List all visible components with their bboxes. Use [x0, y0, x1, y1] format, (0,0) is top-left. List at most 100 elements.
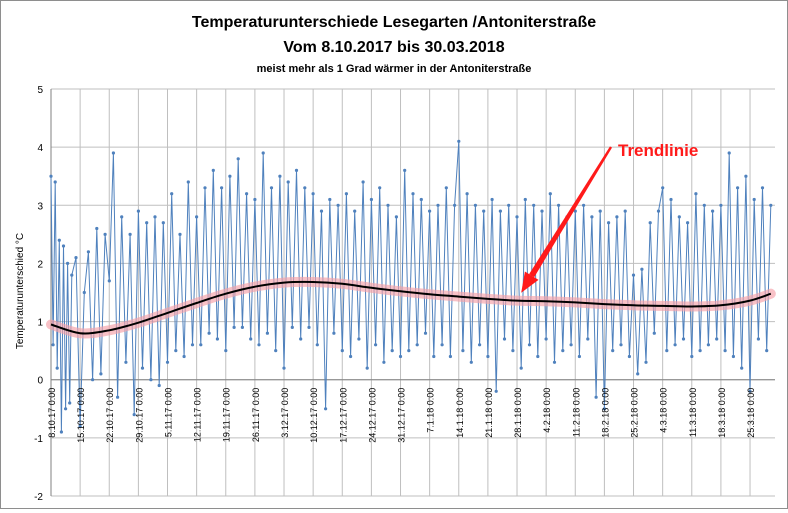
data-point: [482, 209, 486, 213]
x-tick-label: 25.2.18 0:00: [630, 388, 640, 438]
y-tick-label: 2: [37, 259, 43, 270]
data-point: [340, 349, 344, 353]
data-point: [623, 209, 627, 213]
data-point: [161, 221, 165, 225]
data-point: [428, 209, 432, 213]
data-point: [752, 197, 756, 202]
data-point: [53, 180, 57, 184]
data-point: [423, 331, 428, 335]
data-point: [307, 325, 311, 329]
data-point: [165, 360, 170, 364]
data-point: [548, 192, 552, 196]
data-point: [511, 349, 515, 353]
trendline: [50, 280, 772, 335]
data-point: [91, 378, 95, 382]
trend-layer: [46, 276, 776, 339]
data-point: [224, 349, 228, 353]
data-point: [74, 256, 78, 260]
y-tick-label: -2: [34, 492, 43, 503]
data-point: [332, 331, 336, 335]
data-point: [357, 337, 361, 341]
data-point: [57, 238, 61, 242]
data-point: [403, 168, 407, 172]
data-point: [49, 174, 53, 178]
data-point: [107, 279, 111, 283]
data-point: [598, 209, 602, 213]
data-point: [82, 290, 86, 295]
y-ticks: 5 4 3 2 1 0 -1 -2: [34, 85, 43, 503]
data-point: [68, 401, 72, 405]
data-point: [502, 337, 507, 341]
x-tick-label: 5.11.17 0:00: [164, 388, 174, 437]
data-point: [536, 354, 540, 359]
data-point: [349, 354, 353, 359]
x-tick-label: 11.3.18 0:00: [688, 388, 698, 437]
data-point: [153, 215, 157, 219]
data-point: [132, 413, 136, 417]
x-tick-label: 10.12.17 0:00: [309, 388, 319, 443]
data-point: [706, 343, 711, 347]
data-point: [731, 354, 736, 359]
data-point: [178, 232, 182, 236]
data-point: [195, 215, 199, 219]
data-point: [124, 360, 128, 364]
data-point: [715, 337, 719, 341]
data-point: [236, 157, 240, 161]
data-point: [394, 215, 398, 219]
data-point: [723, 349, 727, 353]
data-point: [61, 244, 66, 248]
data-point: [199, 343, 203, 347]
x-tick-label: 31.12.17 0:00: [397, 388, 407, 443]
data-point: [453, 203, 457, 207]
y-tick-label: 0: [37, 376, 43, 387]
data-point: [765, 349, 769, 353]
data-point: [220, 186, 224, 190]
x-tick-label: 4.2.18 0:00: [542, 388, 552, 433]
data-point: [415, 343, 419, 347]
data-point: [407, 349, 411, 353]
x-tick-label: 24.12.17 0:00: [367, 388, 377, 443]
data-point: [398, 354, 403, 359]
data-point: [55, 366, 59, 370]
data-point: [673, 343, 677, 347]
data-point: [577, 354, 582, 359]
data-point: [582, 203, 586, 207]
data-point: [274, 349, 278, 353]
data-point: [444, 186, 448, 190]
data-point: [490, 197, 494, 202]
data-series-layer: [49, 139, 773, 434]
data-point: [382, 360, 386, 364]
chart-note: meist mehr als 1 Grad wärmer in der Anto…: [257, 63, 532, 75]
data-point: [748, 389, 752, 393]
data-point: [619, 343, 623, 347]
data-point: [440, 343, 444, 347]
y-axis-label: Temperaturunterschied °C: [15, 233, 26, 349]
data-point: [269, 186, 274, 190]
chart-subtitle: Vom 8.10.2017 bis 30.03.2018: [283, 39, 504, 56]
x-tick-label: 22.10.17 0:00: [105, 388, 115, 443]
data-point: [182, 354, 186, 359]
data-point: [240, 325, 244, 329]
data-point: [690, 354, 694, 359]
data-point: [627, 354, 632, 359]
data-point: [519, 366, 523, 370]
data-point: [245, 192, 249, 196]
data-point: [740, 366, 744, 370]
data-point: [411, 192, 415, 196]
data-point: [328, 197, 332, 202]
data-point: [686, 221, 690, 225]
data-point: [386, 203, 390, 207]
data-point: [170, 192, 174, 196]
data-point: [760, 186, 765, 190]
data-point: [636, 372, 640, 376]
data-point: [702, 203, 706, 207]
data-point: [648, 221, 652, 225]
data-point: [265, 331, 269, 335]
data-point: [631, 273, 636, 277]
data-point: [478, 343, 482, 347]
data-point: [611, 349, 615, 353]
data-point: [120, 215, 124, 219]
data-point: [51, 343, 55, 347]
data-point: [590, 215, 594, 219]
data-point: [652, 331, 656, 335]
